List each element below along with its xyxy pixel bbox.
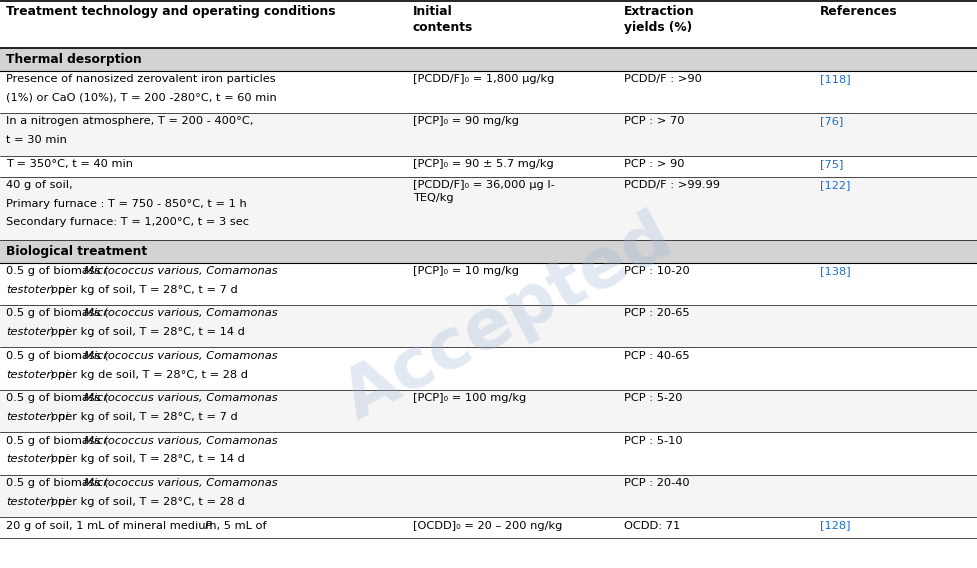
Text: (1%) or CaO (10%), T = 200 -280°C, t = 60 min: (1%) or CaO (10%), T = 200 -280°C, t = 6… [6, 93, 276, 103]
Text: testoteroni: testoteroni [6, 454, 68, 465]
Text: [PCDD/F]₀ = 36,000 μg I-
TEQ/kg: [PCDD/F]₀ = 36,000 μg I- TEQ/kg [412, 180, 554, 203]
Text: 0.5 g of biomass (: 0.5 g of biomass ( [6, 393, 108, 403]
Text: Micrococcus various, Comamonas: Micrococcus various, Comamonas [84, 266, 277, 276]
Bar [0, 432, 977, 475]
Text: 0.5 g of biomass (: 0.5 g of biomass ( [6, 436, 108, 446]
Text: Biological treatment: Biological treatment [6, 245, 147, 258]
Text: 0.5 g of biomass (: 0.5 g of biomass ( [6, 351, 108, 361]
Text: Micrococcus various, Comamonas: Micrococcus various, Comamonas [84, 478, 277, 488]
Text: [PCP]₀ = 10 mg/kg: [PCP]₀ = 10 mg/kg [412, 266, 518, 276]
Text: [PCP]₀ = 100 mg/kg: [PCP]₀ = 100 mg/kg [412, 393, 526, 403]
Bar [0, 262, 977, 305]
Bar [0, 517, 977, 538]
Text: [138]: [138] [819, 266, 849, 276]
Text: PCP : > 70: PCP : > 70 [623, 116, 684, 127]
Bar [0, 48, 977, 70]
Text: [128]: [128] [819, 520, 849, 531]
Text: testoteroni: testoteroni [6, 285, 68, 295]
Bar [0, 177, 977, 240]
Text: PCP : 5-20: PCP : 5-20 [623, 393, 682, 403]
Text: PCP : 20-65: PCP : 20-65 [623, 308, 689, 319]
Text: Secondary furnace: T = 1,200°C, t = 3 sec: Secondary furnace: T = 1,200°C, t = 3 se… [6, 218, 248, 227]
Text: ) per kg of soil, T = 28°C, t = 7 d: ) per kg of soil, T = 28°C, t = 7 d [51, 412, 238, 422]
Text: PCP : 40-65: PCP : 40-65 [623, 351, 689, 361]
Text: In a nitrogen atmosphere, T = 200 - 400°C,: In a nitrogen atmosphere, T = 200 - 400°… [6, 116, 253, 127]
Text: ) per kg of soil, T = 28°C, t = 7 d: ) per kg of soil, T = 28°C, t = 7 d [51, 285, 238, 295]
Text: [OCDD]₀ = 20 – 200 ng/kg: [OCDD]₀ = 20 – 200 ng/kg [412, 520, 562, 531]
Bar [0, 156, 977, 177]
Bar [0, 113, 977, 156]
Text: ) per kg de soil, T = 28°C, t = 28 d: ) per kg de soil, T = 28°C, t = 28 d [51, 370, 248, 379]
Text: Micrococcus various, Comamonas: Micrococcus various, Comamonas [84, 436, 277, 446]
Text: Accepted: Accepted [332, 203, 684, 433]
Text: 0.5 g of biomass (: 0.5 g of biomass ( [6, 478, 108, 488]
Text: testoteroni: testoteroni [6, 370, 68, 379]
Text: PCP : 20-40: PCP : 20-40 [623, 478, 689, 488]
Text: [PCP]₀ = 90 ± 5.7 mg/kg: [PCP]₀ = 90 ± 5.7 mg/kg [412, 159, 553, 169]
Text: PCP : 10-20: PCP : 10-20 [623, 266, 689, 276]
Text: ) per kg of soil, T = 28°C, t = 14 d: ) per kg of soil, T = 28°C, t = 14 d [51, 454, 245, 465]
Text: T = 350°C, t = 40 min: T = 350°C, t = 40 min [6, 159, 133, 169]
Text: [75]: [75] [819, 159, 842, 169]
Text: OCDD: 71: OCDD: 71 [623, 520, 680, 531]
Text: PCDD/F : >99.99: PCDD/F : >99.99 [623, 180, 719, 190]
Text: [118]: [118] [819, 74, 849, 84]
Text: ) per kg of soil, T = 28°C, t = 28 d: ) per kg of soil, T = 28°C, t = 28 d [51, 497, 245, 507]
Text: 20 g of soil, 1 mL of mineral medium, 5 mL of: 20 g of soil, 1 mL of mineral medium, 5 … [6, 520, 270, 531]
Bar [0, 475, 977, 517]
Text: Initial
contents: Initial contents [412, 5, 473, 34]
Text: [PCDD/F]₀ = 1,800 μg/kg: [PCDD/F]₀ = 1,800 μg/kg [412, 74, 554, 84]
Bar [0, 70, 977, 113]
Text: Micrococcus various, Comamonas: Micrococcus various, Comamonas [84, 308, 277, 319]
Bar [0, 390, 977, 432]
Text: Presence of nanosized zerovalent iron particles: Presence of nanosized zerovalent iron pa… [6, 74, 276, 84]
Text: 0.5 g of biomass (: 0.5 g of biomass ( [6, 308, 108, 319]
Text: Extraction
yields (%): Extraction yields (%) [623, 5, 694, 34]
Text: Primary furnace : T = 750 - 850°C, t = 1 h: Primary furnace : T = 750 - 850°C, t = 1… [6, 199, 246, 209]
Text: 0.5 g of biomass (: 0.5 g of biomass ( [6, 266, 108, 276]
Text: Micrococcus various, Comamonas: Micrococcus various, Comamonas [84, 351, 277, 361]
Text: [PCP]₀ = 90 mg/kg: [PCP]₀ = 90 mg/kg [412, 116, 518, 127]
Text: t = 30 min: t = 30 min [6, 135, 66, 145]
Text: [122]: [122] [819, 180, 849, 190]
Text: PCP : > 90: PCP : > 90 [623, 159, 684, 169]
Text: Micrococcus various, Comamonas: Micrococcus various, Comamonas [84, 393, 277, 403]
Bar [0, 305, 977, 348]
Text: Thermal desorption: Thermal desorption [6, 53, 142, 66]
Text: testoteroni: testoteroni [6, 412, 68, 422]
Text: testoteroni: testoteroni [6, 327, 68, 337]
Text: [76]: [76] [819, 116, 842, 127]
Bar [0, 240, 977, 262]
Text: testoteroni: testoteroni [6, 497, 68, 507]
Text: PCDD/F : >90: PCDD/F : >90 [623, 74, 701, 84]
Text: ) per kg of soil, T = 28°C, t = 14 d: ) per kg of soil, T = 28°C, t = 14 d [51, 327, 245, 337]
Bar [0, 1, 977, 48]
Text: PCP : 5-10: PCP : 5-10 [623, 436, 682, 446]
Text: References: References [819, 5, 896, 18]
Text: 40 g of soil,: 40 g of soil, [6, 180, 72, 190]
Text: P.: P. [204, 520, 213, 531]
Bar [0, 348, 977, 390]
Text: Treatment technology and operating conditions: Treatment technology and operating condi… [6, 5, 335, 18]
